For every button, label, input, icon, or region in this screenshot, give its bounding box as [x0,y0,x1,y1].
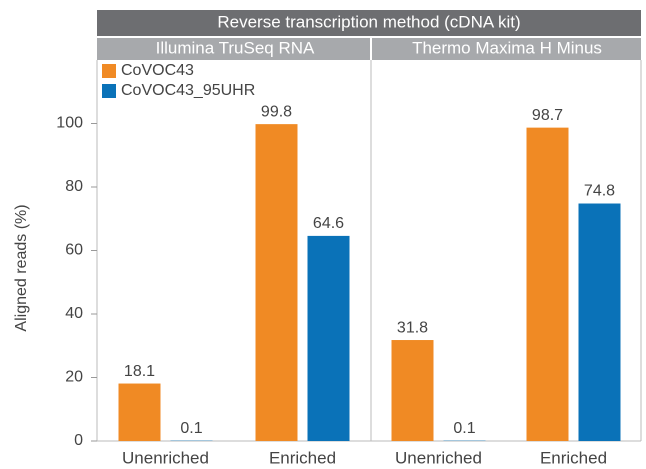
y-tick-label: 60 [65,242,83,259]
x-tick-label: Unenriched [122,448,209,467]
facet-title: Thermo Maxima H Minus [412,38,602,57]
y-tick-label: 80 [65,178,83,195]
value-label: 99.8 [261,103,292,120]
bar [118,383,161,441]
y-axis-label: Aligned reads (%) [13,204,30,331]
x-tick-label: Enriched [269,448,336,467]
value-label: 74.8 [584,183,615,200]
value-label: 0.1 [453,420,475,437]
legend-label: CoVOC43_95UHR [121,82,255,99]
y-tick-label: 100 [56,115,83,132]
facet-bar [372,38,641,60]
bar [391,340,434,441]
facet-bar [97,38,370,60]
header-title: Reverse transcription method (cDNA kit) [217,12,520,31]
value-label: 98.7 [532,107,563,124]
value-label: 18.1 [124,363,155,380]
legend-label: CoVOC43 [121,62,194,79]
x-tick-label: Unenriched [395,448,482,467]
header-bar [97,10,641,36]
y-tick-label: 20 [65,369,83,386]
value-label: 64.6 [313,215,344,232]
legend-swatch [102,84,116,98]
facet-title: Illumina TruSeq RNA [156,38,315,57]
y-tick-label: 40 [65,305,83,322]
legend-swatch [102,64,116,78]
bar [578,203,621,441]
x-tick-label: Enriched [540,448,607,467]
bar [307,235,350,441]
bar [255,124,298,441]
value-label: 31.8 [397,319,428,336]
value-label: 0.1 [180,420,202,437]
y-tick-label: 0 [74,432,83,449]
bar [526,127,569,441]
